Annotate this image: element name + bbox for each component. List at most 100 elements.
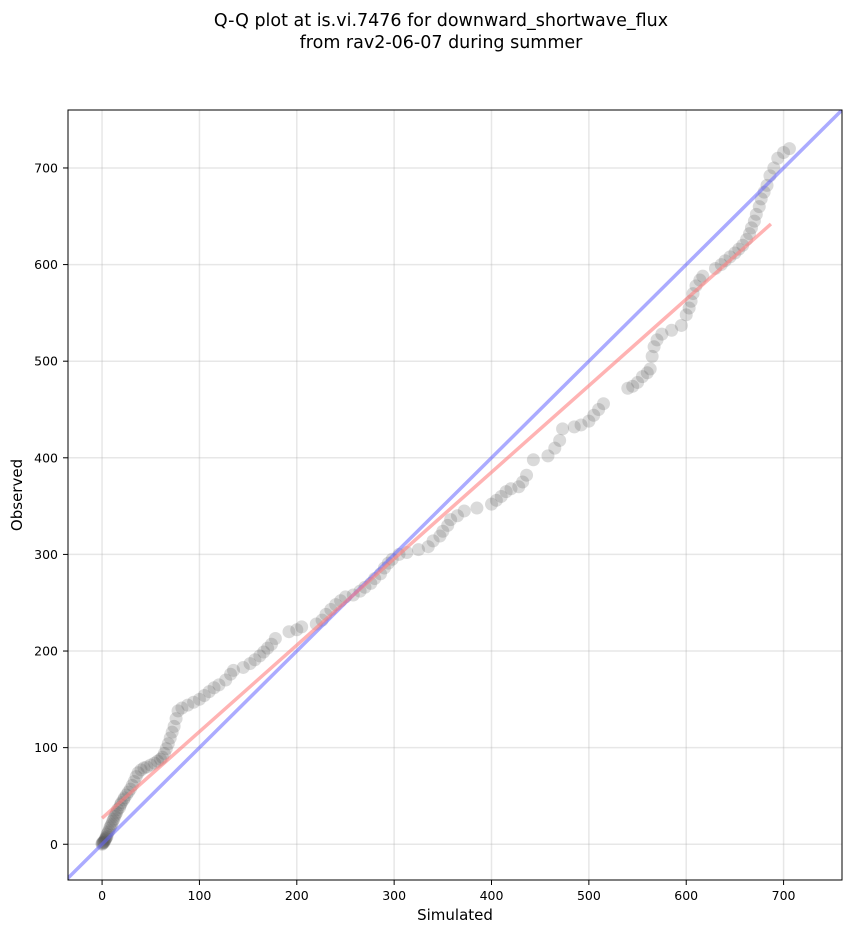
y-tick-label: 200 bbox=[34, 644, 58, 659]
data-point bbox=[457, 504, 471, 518]
x-tick-label: 0 bbox=[98, 888, 106, 903]
data-point bbox=[665, 323, 679, 337]
data-point bbox=[444, 513, 458, 527]
data-point bbox=[282, 625, 296, 639]
data-point bbox=[137, 761, 151, 775]
data-point bbox=[171, 704, 185, 718]
data-point bbox=[553, 433, 567, 447]
plot-frame bbox=[67, 109, 843, 881]
data-point bbox=[236, 660, 250, 674]
x-tick-label: 200 bbox=[285, 888, 309, 903]
x-tick-label: 400 bbox=[480, 888, 504, 903]
data-point bbox=[426, 534, 440, 548]
chart-title-line-1: Q-Q plot at is.vi.7476 for downward_shor… bbox=[214, 11, 668, 31]
data-point bbox=[140, 760, 154, 774]
data-point bbox=[290, 623, 304, 637]
data-point bbox=[728, 246, 742, 260]
data-point bbox=[129, 770, 143, 784]
data-point bbox=[264, 637, 278, 651]
y-axis-ticks: 0 100 200 300 400 500 600 700 bbox=[34, 160, 68, 852]
data-point bbox=[485, 497, 499, 511]
data-point bbox=[181, 698, 195, 712]
data-point bbox=[421, 540, 435, 554]
data-point bbox=[248, 653, 262, 667]
data-point bbox=[167, 719, 181, 733]
data-point bbox=[121, 785, 135, 799]
data-point bbox=[489, 493, 503, 507]
data-point bbox=[268, 631, 282, 645]
x-tick-label: 100 bbox=[188, 888, 212, 903]
y-tick-label: 500 bbox=[34, 354, 58, 369]
data-point bbox=[596, 397, 610, 411]
data-point bbox=[592, 402, 606, 416]
data-point bbox=[499, 485, 513, 499]
data-point bbox=[436, 524, 450, 538]
data-point bbox=[197, 688, 211, 702]
data-point bbox=[100, 830, 114, 844]
data-point bbox=[107, 812, 121, 826]
data-point bbox=[744, 221, 758, 235]
data-point bbox=[253, 649, 267, 663]
x-axis-ticks: 0 100 200 300 400 500 600 700 bbox=[98, 880, 796, 903]
x-tick-label: 600 bbox=[674, 888, 698, 903]
data-point bbox=[144, 758, 158, 772]
data-point bbox=[650, 333, 664, 347]
data-point bbox=[643, 362, 657, 376]
data-point bbox=[433, 529, 447, 543]
data-point bbox=[187, 695, 201, 709]
data-point bbox=[450, 509, 464, 523]
data-point bbox=[165, 725, 179, 739]
data-point bbox=[157, 746, 171, 760]
data-point bbox=[747, 214, 761, 228]
plot-area bbox=[68, 110, 842, 880]
data-point bbox=[212, 678, 226, 692]
y-axis-label: Observed bbox=[8, 459, 26, 531]
data-point bbox=[243, 657, 257, 671]
data-point bbox=[106, 814, 120, 828]
data-point bbox=[723, 250, 737, 264]
data-point bbox=[441, 518, 455, 532]
data-point bbox=[99, 830, 113, 844]
data-point bbox=[679, 308, 693, 322]
data-point bbox=[574, 418, 588, 432]
data-point bbox=[159, 742, 173, 756]
data-point bbox=[261, 641, 275, 655]
y-tick-label: 400 bbox=[34, 450, 58, 465]
identity-line bbox=[68, 110, 842, 880]
data-point bbox=[134, 763, 148, 777]
chart-title-line-2: from rav2-06-07 during summer bbox=[300, 33, 584, 53]
data-point bbox=[567, 420, 581, 434]
data-point bbox=[771, 151, 785, 165]
data-point bbox=[541, 449, 555, 463]
data-point bbox=[714, 258, 728, 272]
data-point bbox=[202, 685, 216, 699]
data-point bbox=[295, 620, 309, 634]
data-point bbox=[743, 227, 757, 241]
data-point bbox=[131, 766, 145, 780]
x-tick-label: 700 bbox=[772, 888, 796, 903]
data-point bbox=[526, 453, 540, 467]
data-point bbox=[767, 161, 781, 175]
data-point bbox=[470, 501, 484, 515]
data-point bbox=[645, 349, 659, 363]
data-point bbox=[227, 663, 241, 677]
data-point bbox=[674, 318, 688, 332]
data-point bbox=[732, 242, 746, 256]
data-point bbox=[548, 441, 562, 455]
data-point bbox=[520, 468, 534, 482]
grid-lines bbox=[68, 110, 842, 880]
data-point bbox=[161, 737, 175, 751]
data-point bbox=[582, 414, 596, 428]
y-tick-label: 300 bbox=[34, 547, 58, 562]
x-tick-label: 500 bbox=[577, 888, 601, 903]
fit-line bbox=[100, 222, 773, 820]
y-tick-label: 700 bbox=[34, 160, 58, 175]
x-axis-label: Simulated bbox=[417, 906, 493, 924]
data-point bbox=[782, 142, 796, 156]
data-point bbox=[504, 482, 518, 496]
data-point bbox=[682, 301, 696, 315]
data-point bbox=[635, 370, 649, 384]
data-point bbox=[163, 731, 177, 745]
data-point bbox=[777, 146, 791, 160]
